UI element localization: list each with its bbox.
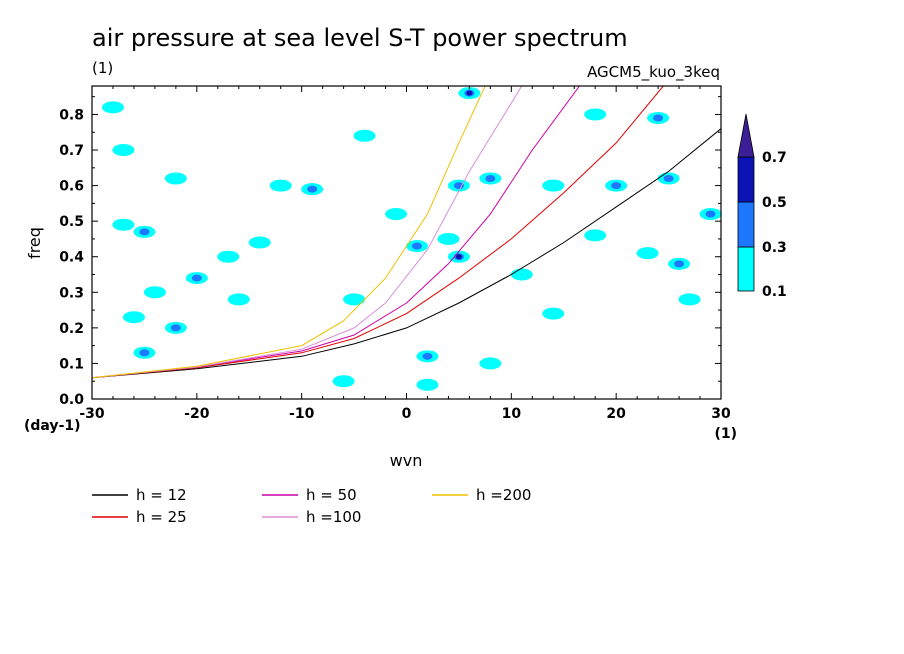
contour-blob	[542, 307, 565, 320]
contour-blob-core	[663, 174, 674, 182]
colorbar-segment	[737, 246, 755, 292]
x-tick-label: 10	[502, 406, 522, 422]
contour-blob	[217, 250, 240, 263]
y-tick-label: 0.2	[59, 321, 84, 337]
contour-blob	[353, 129, 376, 142]
y-tick-label: 0.5	[59, 214, 84, 230]
y-tick-label: 0.3	[59, 285, 84, 301]
colorbar-segment	[737, 156, 755, 203]
chart-subtitle-left: (1)	[92, 59, 113, 77]
chart-subtitle-right: AGCM5_kuo_3keq	[587, 63, 720, 82]
legend-label: h =100	[306, 508, 361, 526]
series-line	[92, 86, 580, 379]
colorbar-label: 0.7	[762, 150, 787, 166]
contour-blob	[678, 293, 701, 306]
x-tick-label: -20	[184, 406, 210, 422]
colorbar-segment	[737, 201, 755, 248]
y-tick-label: 0.8	[59, 107, 84, 123]
contour-blob	[510, 268, 533, 281]
contour-blob-core	[411, 242, 422, 250]
contour-blob-core	[453, 182, 464, 190]
contour-blob	[164, 172, 187, 185]
colorbar: 0.1 0.3 0.5 0.7	[737, 113, 787, 300]
contour-blob	[332, 375, 355, 388]
series-line	[92, 86, 523, 379]
colorbar-label: 0.5	[762, 195, 787, 211]
contour-blob-core	[611, 182, 622, 190]
contour-blob-core	[705, 210, 716, 218]
contour-blob	[143, 286, 166, 299]
colorbar-extend-triangle	[737, 113, 755, 158]
contour-blob	[437, 232, 460, 245]
contour-blob	[584, 229, 607, 242]
contour-blob-peak	[466, 90, 473, 96]
y-tick-label: 0.0	[59, 392, 84, 408]
y-axis-label: freq	[25, 227, 44, 259]
x-tick-label: -30	[79, 406, 105, 422]
legend-label: h =200	[476, 486, 531, 504]
contour-blob	[636, 247, 659, 260]
legend-label: h = 12	[136, 486, 187, 504]
contour-blob-core	[191, 274, 202, 282]
legend-label: h = 50	[306, 486, 357, 504]
contour-blob-core	[307, 185, 318, 193]
series-line	[92, 86, 486, 379]
contour-blob-core	[674, 260, 685, 268]
contour-blob	[584, 108, 607, 121]
plot-frame	[91, 85, 722, 400]
x-tick-label: 0	[402, 406, 412, 422]
x-axis-unit: (1)	[714, 426, 737, 442]
contour-blob	[269, 179, 292, 192]
x-tick-label: 20	[606, 406, 626, 422]
x-tick-label: -10	[289, 406, 315, 422]
y-tick-label: 0.1	[59, 356, 84, 372]
contour-blob-core	[139, 349, 150, 357]
contour-blob-peak	[455, 254, 462, 260]
contour-blob	[227, 293, 250, 306]
contour-blob-core	[485, 174, 496, 182]
contour-blob	[343, 293, 366, 306]
contour-blob-core	[653, 114, 664, 122]
x-axis-label: wvn	[390, 451, 423, 470]
contour-blob	[122, 311, 145, 324]
y-tick-label: 0.6	[59, 179, 84, 195]
series-line	[92, 128, 721, 379]
contour-blob	[542, 179, 565, 192]
contour-blob-core	[170, 324, 181, 332]
x-tick-label: 30	[711, 406, 731, 422]
colorbar-label: 0.3	[762, 240, 787, 256]
y-tick-label: 0.7	[59, 143, 84, 159]
chart-title: air pressure at sea level S-T power spec…	[92, 24, 628, 52]
contour-blob	[248, 236, 271, 249]
plot-area: -30 -20 -10 0 10 20 30 0.0 0.1 0.2 0.3 0.4 0.5 0.6 0.…	[59, 85, 731, 422]
legend-label: h = 25	[136, 508, 187, 526]
y-axis-unit: (day-1)	[24, 418, 81, 434]
contour-blob-core	[422, 352, 433, 360]
series-line	[92, 86, 664, 379]
contour-blob	[101, 101, 124, 114]
y-tick-label: 0.4	[59, 250, 84, 266]
contour-blob	[479, 357, 502, 370]
colorbar-label: 0.1	[762, 284, 787, 300]
contour-blob	[416, 378, 439, 391]
contour-blob	[112, 218, 135, 231]
contour-blob	[112, 144, 135, 157]
contour-blob	[385, 208, 408, 221]
legend: h = 12 h = 25 h = 50 h =100 h =200	[92, 486, 531, 526]
contour-blob-core	[139, 228, 150, 236]
